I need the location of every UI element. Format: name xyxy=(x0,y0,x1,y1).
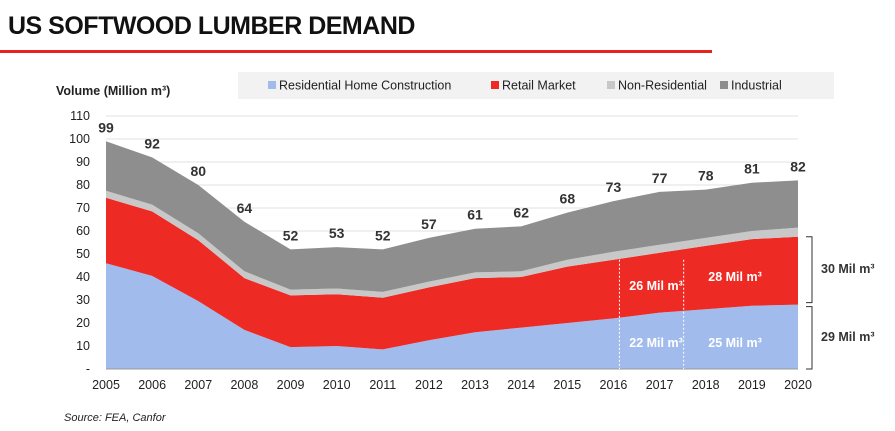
y-tick-label: - xyxy=(86,362,90,376)
y-tick-label: 70 xyxy=(76,201,90,215)
bracket xyxy=(806,306,813,370)
x-tick-label: 2008 xyxy=(230,378,258,392)
x-tick-label: 2020 xyxy=(784,378,812,392)
annotation-label: 26 Mil m³ xyxy=(629,279,683,293)
legend-background xyxy=(238,72,834,99)
x-tick-label: 2015 xyxy=(553,378,581,392)
x-tick-label: 2005 xyxy=(92,378,120,392)
annotations: 26 Mil m³ 28 Mil m³ 22 Mil m³ 25 Mil m³ 30 M… xyxy=(618,236,875,370)
y-tick-label: 40 xyxy=(76,270,90,284)
total-label: 99 xyxy=(98,119,114,135)
area-industrial xyxy=(106,141,798,292)
annotation-label: 28 Mil m³ xyxy=(708,270,762,284)
total-label: 68 xyxy=(560,191,576,207)
total-label: 53 xyxy=(329,225,345,241)
annotation-label: 30 Mil m³ xyxy=(821,262,875,276)
area-retail-market xyxy=(106,197,798,350)
total-label: 81 xyxy=(744,161,760,177)
y-tick-label: 110 xyxy=(70,109,90,123)
total-label: 80 xyxy=(190,163,206,179)
total-label: 57 xyxy=(421,216,437,232)
total-label: 82 xyxy=(790,158,806,174)
legend-entry: Residential Home Construction xyxy=(279,79,451,93)
x-tick-label: 2014 xyxy=(507,378,535,392)
stacked-areas xyxy=(106,141,798,370)
total-label: 52 xyxy=(283,227,299,243)
y-axis-title: Volume (Million m³) xyxy=(56,84,170,98)
total-label: 92 xyxy=(144,135,160,151)
x-tick-label: 2006 xyxy=(138,378,166,392)
legend-entry: Non-Residential xyxy=(618,79,707,93)
total-label: 78 xyxy=(698,168,714,184)
annotation-label: 22 Mil m³ xyxy=(629,336,683,350)
x-axis-ticks: 2005 2006 2007 2008 2009 2010 2011 2012 2013 2014… xyxy=(92,378,812,392)
total-label: 62 xyxy=(513,204,529,220)
total-label: 52 xyxy=(375,227,391,243)
x-tick-label: 2009 xyxy=(277,378,305,392)
legend-entry: Retail Market xyxy=(502,79,576,93)
legend-entry: Industrial xyxy=(731,79,782,93)
x-tick-label: 2018 xyxy=(692,378,720,392)
x-tick-label: 2007 xyxy=(184,378,212,392)
x-tick-label: 2017 xyxy=(646,378,674,392)
x-tick-label: 2019 xyxy=(738,378,766,392)
page-title: US SOFTWOOD LUMBER DEMAND xyxy=(8,12,415,40)
x-tick-label: 2013 xyxy=(461,378,489,392)
total-label: 77 xyxy=(652,170,668,186)
annotation-label: 25 Mil m³ xyxy=(708,336,762,350)
x-tick-label: 2012 xyxy=(415,378,443,392)
legend-swatch xyxy=(607,81,615,89)
y-tick-label: 50 xyxy=(76,247,90,261)
chart-legend: Residential Home Construction Retail Mark… xyxy=(268,79,782,93)
title-underline xyxy=(0,50,712,53)
x-tick-label: 2011 xyxy=(369,378,396,392)
y-tick-label: 100 xyxy=(69,132,90,146)
legend-swatch xyxy=(268,81,276,89)
total-label: 64 xyxy=(237,200,253,216)
total-label: 73 xyxy=(606,179,622,195)
y-tick-label: 60 xyxy=(76,224,90,238)
legend-swatch xyxy=(491,81,499,89)
y-tick-label: 10 xyxy=(76,339,90,353)
total-label: 61 xyxy=(467,207,483,223)
legend-swatch xyxy=(720,81,728,89)
area-residential-home-construction xyxy=(106,263,798,369)
y-tick-label: 30 xyxy=(76,293,90,307)
annotation-label: 29 Mil m³ xyxy=(821,330,875,344)
y-axis-ticks: - 10 20 30 40 50 60 70 80 90 100 110 xyxy=(69,109,90,376)
y-tick-label: 20 xyxy=(76,316,90,330)
y-tick-label: 80 xyxy=(76,178,90,192)
y-tick-label: 90 xyxy=(76,155,90,169)
bracket xyxy=(806,236,813,304)
x-tick-label: 2016 xyxy=(600,378,628,392)
total-labels: 99 92 80 64 52 53 52 57 61 62 68 73 77 78 81 82 xyxy=(98,119,806,243)
x-tick-label: 2010 xyxy=(323,378,351,392)
source-note: Source: FEA, Canfor xyxy=(64,412,166,424)
